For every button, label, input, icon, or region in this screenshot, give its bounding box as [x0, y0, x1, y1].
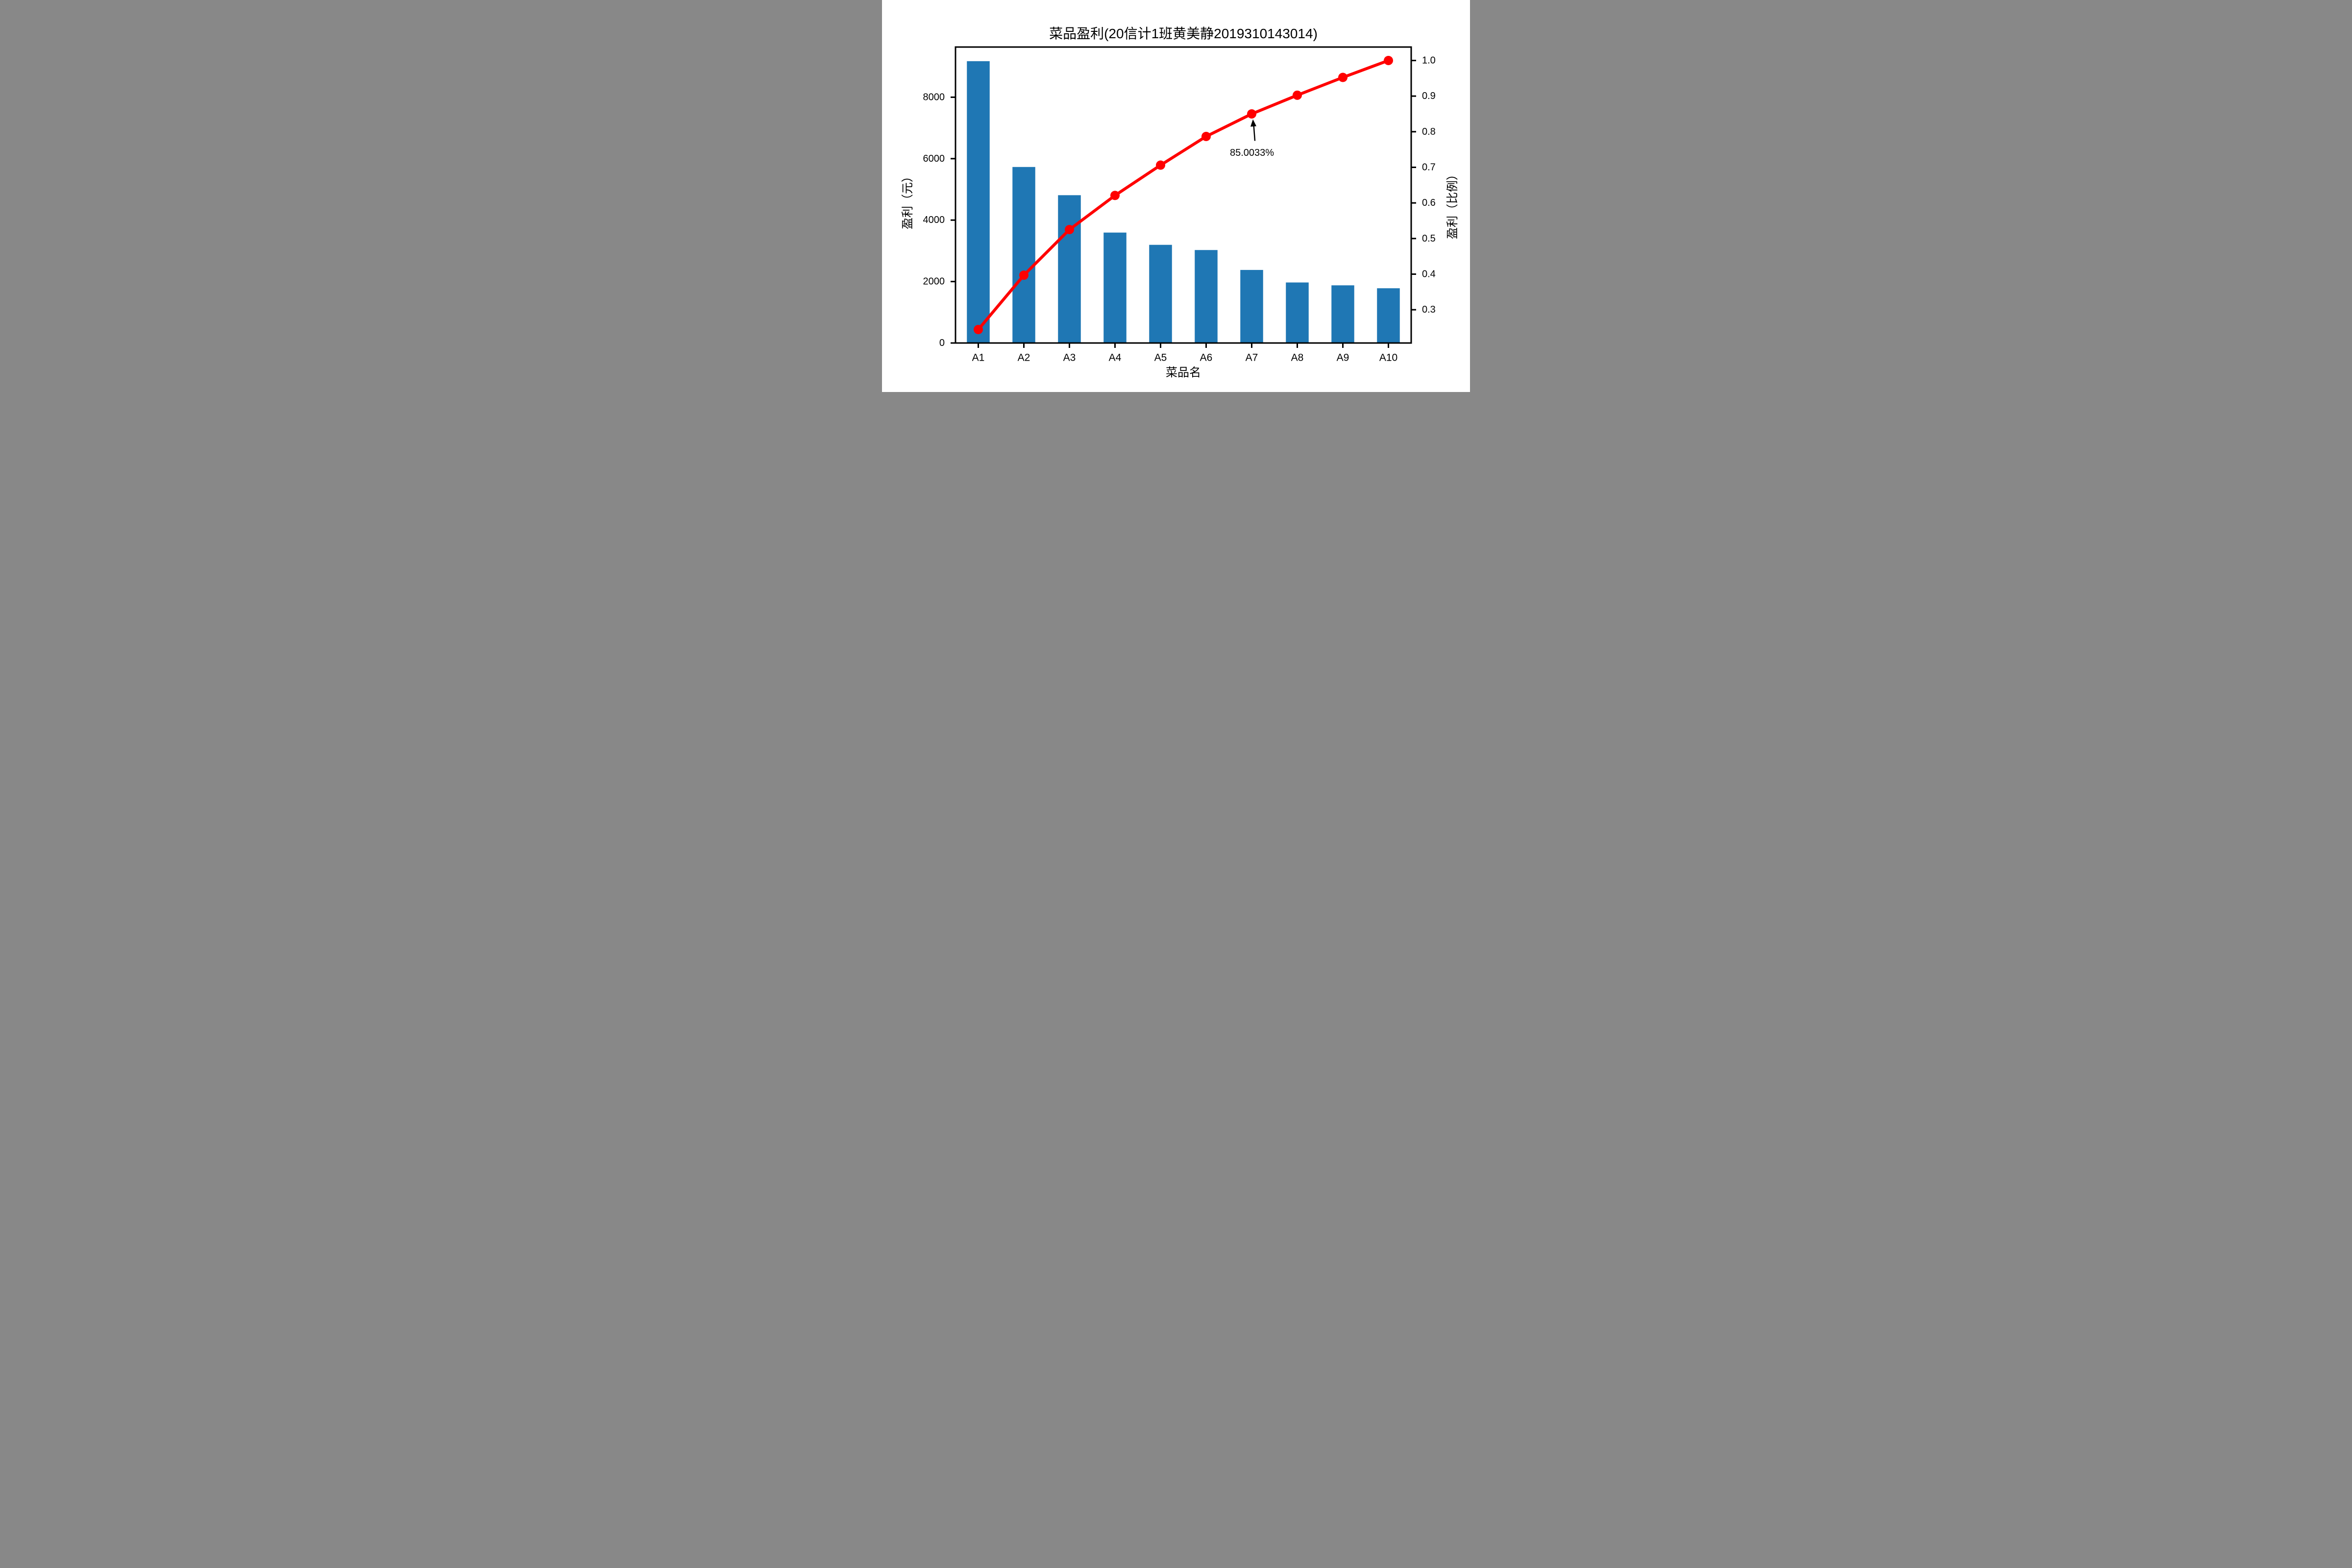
right-tick-label: 0.7	[1422, 162, 1436, 172]
bar-A2	[1012, 167, 1035, 343]
pareto-chart-figure: 0 2000 4000 6000 8000 0.3 0.4 0.5 0.6 0.7 0.8 0.9 1.…	[882, 0, 1470, 392]
data-point-marker-A9	[1338, 73, 1348, 82]
annotation-arrow-head	[1250, 119, 1256, 127]
x-tick-label-A9: A9	[1337, 352, 1349, 364]
right-tick-label: 0.4	[1422, 269, 1436, 279]
right-tick-label: 0.5	[1422, 233, 1436, 244]
x-tick-label-A2: A2	[1018, 352, 1030, 364]
axes-layer: 0 2000 4000 6000 8000 0.3 0.4 0.5 0.6 0.7 0.8 0.9 1.…	[923, 46, 1436, 364]
bar-A1	[967, 61, 990, 343]
x-tick-label-A1: A1	[972, 352, 985, 364]
x-tick-label-A5: A5	[1154, 352, 1167, 364]
x-tick-label-A10: A10	[1379, 352, 1397, 364]
bar-A4	[1103, 232, 1127, 343]
bars-layer	[967, 61, 1400, 343]
right-y-axis-label: 盈利（比例）	[1446, 169, 1459, 239]
chart-title: 菜品盈利(20信计1班黄美静2019310143014)	[1049, 26, 1318, 41]
left-tick-label: 2000	[923, 276, 945, 287]
left-tick-label: 4000	[923, 215, 945, 225]
bar-A10	[1377, 288, 1400, 343]
bar-A6	[1195, 250, 1218, 343]
right-tick-label: 0.3	[1422, 304, 1436, 315]
x-tick-label-A7: A7	[1246, 352, 1258, 364]
right-tick-label: 0.6	[1422, 197, 1436, 208]
x-tick-label-A6: A6	[1200, 352, 1213, 364]
bar-A9	[1331, 285, 1354, 343]
cumulative-line-layer	[974, 55, 1393, 335]
data-point-marker-A5	[1156, 160, 1165, 170]
right-tick-label: 1.0	[1422, 55, 1436, 66]
x-tick-label-A8: A8	[1291, 352, 1304, 364]
data-point-marker-A10	[1384, 55, 1393, 65]
annotation-arrow-shaft	[1253, 124, 1256, 141]
cumulative-ratio-line	[977, 59, 1390, 331]
annotation-text: 85.0033%	[1230, 147, 1274, 158]
x-axis-label: 菜品名	[1166, 366, 1201, 379]
data-point-marker-A3	[1065, 224, 1074, 234]
annotation-layer	[1250, 119, 1256, 141]
left-y-axis-label: 盈利（元）	[901, 171, 914, 229]
bar-A8	[1286, 282, 1309, 343]
left-tick-label: 6000	[923, 153, 945, 164]
right-tick-label: 0.9	[1422, 91, 1436, 101]
data-point-marker-A1	[974, 325, 983, 335]
bar-A7	[1240, 270, 1263, 343]
data-point-marker-A7	[1247, 109, 1256, 119]
data-point-marker-A8	[1293, 90, 1302, 100]
left-tick-label: 8000	[923, 92, 945, 102]
right-tick-label: 0.8	[1422, 126, 1436, 137]
data-point-marker-A6	[1201, 131, 1211, 141]
plot-border	[955, 46, 1412, 344]
left-tick-label: 0	[939, 338, 945, 348]
x-tick-label-A3: A3	[1063, 352, 1076, 364]
bar-A3	[1058, 195, 1081, 343]
bar-A5	[1149, 245, 1172, 343]
data-point-marker-A2	[1019, 270, 1029, 280]
x-tick-label-A4: A4	[1109, 352, 1122, 364]
data-point-marker-A4	[1110, 191, 1120, 200]
chart-canvas: 0 2000 4000 6000 8000 0.3 0.4 0.5 0.6 0.7 0.8 0.9 1.…	[901, 26, 1459, 379]
